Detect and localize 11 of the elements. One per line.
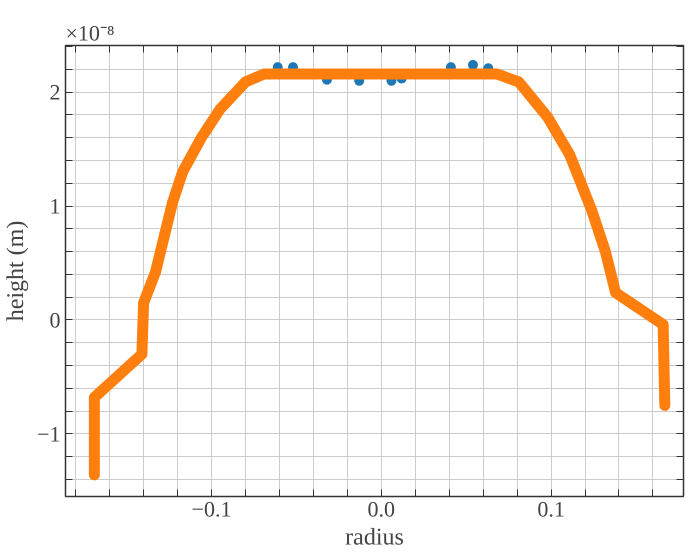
y-axis-title: height (m) bbox=[3, 220, 30, 322]
y-tick-label: −1 bbox=[37, 421, 61, 446]
point bbox=[468, 60, 478, 70]
y-tick-label: 0 bbox=[50, 307, 60, 332]
x-tick-label: 0.0 bbox=[368, 496, 396, 522]
y-tick-label: 2 bbox=[50, 80, 60, 105]
text: ×10⁻⁸ bbox=[66, 20, 115, 46]
y-tick-label: 1 bbox=[50, 194, 60, 219]
x-tick-label: −0.1 bbox=[192, 496, 232, 522]
x-axis-title: radius bbox=[345, 524, 404, 550]
x-tick-label: 0.1 bbox=[537, 496, 565, 522]
